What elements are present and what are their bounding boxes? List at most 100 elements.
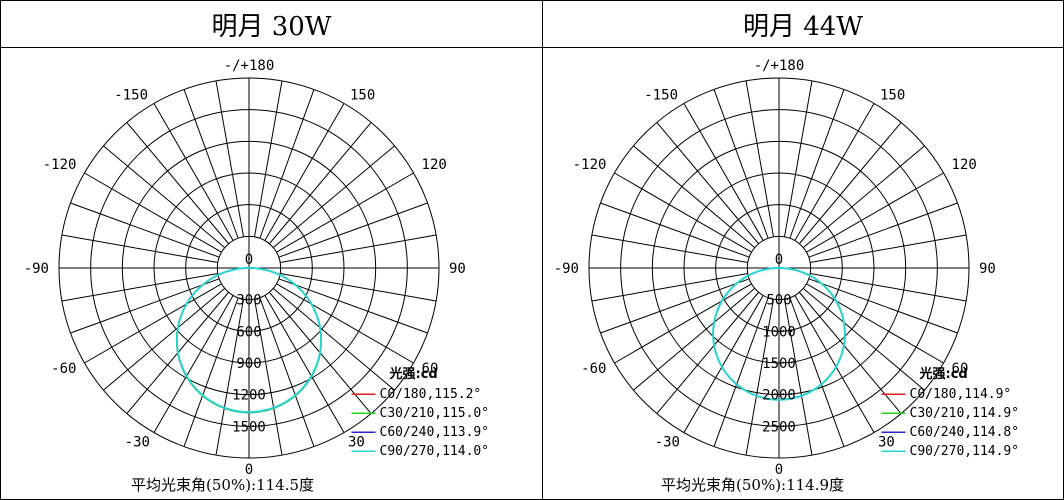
legend-entry: C0/180,114.9°	[910, 387, 1012, 402]
polar-spoke	[683, 103, 764, 241]
polar-spoke	[802, 145, 925, 249]
legend-entry: C0/180,115.2°	[380, 387, 482, 402]
polar-spoke	[278, 202, 428, 258]
polar-spoke	[614, 283, 752, 364]
angle-tick-label: -30	[655, 435, 680, 451]
polar-chart-30w: -/+180 150 -150 120 -120 90 -90 60 -60 30 -30 0 0 300…	[24, 58, 490, 494]
ring-value-label: 1500	[232, 419, 266, 435]
angle-tick-label: 60	[422, 361, 439, 377]
average-beam-angle: 平均光束角(50%):114.5度	[131, 476, 314, 494]
angle-tick-label: 0	[245, 462, 253, 478]
polar-spoke	[591, 273, 748, 302]
polar-spoke	[810, 234, 967, 263]
polar-chart-44w: -/+180 150 -150 120 -120 90 -90 60 -60 30 -30 0 0 500…	[554, 58, 1020, 494]
polar-spoke	[614, 172, 752, 253]
polar-spoke	[183, 89, 239, 239]
angle-tick-label: -150	[114, 87, 148, 103]
polar-spoke	[802, 287, 925, 391]
angle-tick-label: -60	[51, 361, 76, 377]
angle-tick-label: 150	[350, 87, 375, 103]
polar-spoke	[808, 278, 958, 334]
average-beam-angle: 平均光束角(50%):114.9度	[661, 476, 844, 494]
polar-spoke	[278, 278, 428, 334]
polar-spoke	[789, 297, 845, 447]
angle-tick-label: 120	[952, 157, 977, 173]
angle-tick-label: -150	[644, 87, 678, 103]
angle-tick-label: 30	[878, 435, 895, 451]
chart-title-left: 明月 30W	[211, 11, 332, 42]
polar-spoke	[808, 202, 958, 258]
legend-title: 光强:cd	[919, 366, 968, 382]
legend-entry: C90/270,114.9°	[910, 444, 1020, 459]
polar-spoke	[798, 122, 902, 245]
legend-entry: C90/270,114.0°	[380, 444, 490, 459]
ring-value-label: 300	[236, 293, 261, 309]
polar-spoke	[215, 80, 244, 237]
ring-value-label: 600	[236, 324, 261, 340]
column-divider	[542, 1, 543, 499]
legend-title: 光强:cd	[389, 366, 438, 382]
polar-spoke	[683, 295, 764, 433]
angle-tick-label: 150	[880, 87, 905, 103]
ring-value-label: 900	[236, 356, 261, 372]
angle-tick-label: 90	[979, 261, 996, 277]
polar-spoke	[280, 234, 437, 263]
angle-tick-label: -90	[554, 261, 579, 277]
polar-spoke	[153, 295, 234, 433]
polar-spoke	[272, 145, 395, 249]
polar-spoke	[633, 287, 756, 391]
polar-spoke	[784, 299, 813, 456]
angle-tick-label: 60	[952, 361, 969, 377]
polar-spoke	[183, 297, 239, 447]
polar-spoke	[84, 172, 222, 253]
series-curve	[712, 267, 846, 401]
polar-spoke	[276, 283, 414, 364]
ring-value-label: 1000	[762, 324, 796, 340]
center-value-label: 0	[775, 252, 783, 268]
polar-spoke	[794, 103, 875, 241]
polar-spoke	[254, 80, 283, 237]
polar-spoke	[70, 278, 220, 334]
polar-spoke	[272, 287, 395, 391]
polar-spoke	[259, 89, 315, 239]
angle-tick-label: -120	[43, 157, 77, 173]
polar-spoke	[784, 80, 813, 237]
polar-spoke	[264, 103, 345, 241]
polar-spoke	[84, 283, 222, 364]
polar-spoke	[61, 273, 218, 302]
chart-title-right: 明月 44W	[742, 11, 864, 42]
polar-spoke	[61, 234, 218, 263]
ring-value-label: 2000	[762, 388, 796, 404]
angle-tick-label: 90	[449, 261, 466, 277]
polar-spoke	[254, 299, 283, 456]
polar-spoke	[591, 234, 748, 263]
polar-spoke	[806, 172, 944, 253]
polar-spoke	[810, 273, 967, 302]
polar-spoke	[280, 273, 437, 302]
angle-tick-label: 120	[422, 157, 447, 173]
polar-spoke	[264, 295, 345, 433]
legend-entry: C30/210,114.9°	[910, 406, 1020, 421]
polar-spoke	[126, 122, 230, 245]
polar-spoke	[745, 299, 774, 456]
angle-tick-label: -120	[573, 157, 607, 173]
angle-tick-label: -/+180	[754, 58, 805, 74]
polar-spoke	[656, 122, 760, 245]
polar-spoke	[656, 291, 760, 414]
angle-tick-label: 30	[348, 435, 365, 451]
polar-spoke	[600, 202, 750, 258]
polar-spoke	[633, 145, 756, 249]
polar-spoke	[713, 89, 769, 239]
polar-spoke	[70, 202, 220, 258]
header-divider	[1, 47, 1063, 48]
legend-entry: C30/210,115.0°	[380, 406, 490, 421]
ring-value-label: 1200	[232, 388, 266, 404]
ring-value-label: 500	[766, 293, 791, 309]
polar-spoke	[713, 297, 769, 447]
series-curve	[175, 267, 323, 414]
polar-spoke	[794, 295, 875, 433]
polar-spoke	[806, 283, 944, 364]
polar-spoke	[103, 145, 226, 249]
polar-spoke	[276, 172, 414, 253]
polar-spoke	[103, 287, 226, 391]
